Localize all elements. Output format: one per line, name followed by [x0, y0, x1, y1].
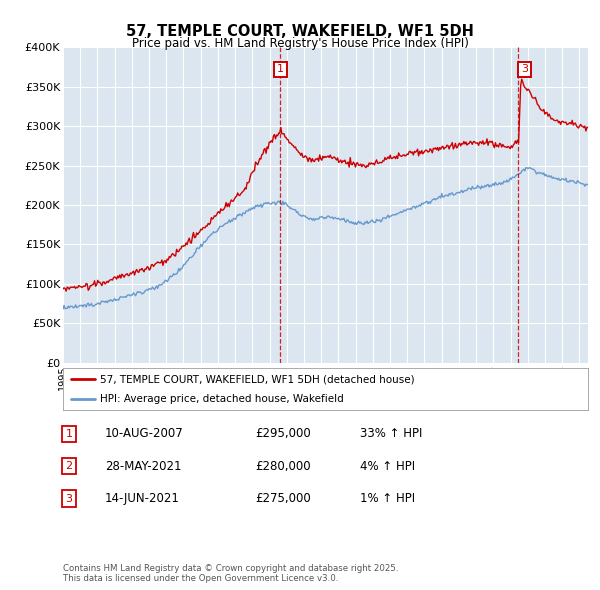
Text: 1: 1: [277, 64, 284, 74]
Text: 3: 3: [65, 494, 73, 503]
Text: 1% ↑ HPI: 1% ↑ HPI: [360, 492, 415, 505]
Text: 2: 2: [65, 461, 73, 471]
Text: £275,000: £275,000: [255, 492, 311, 505]
Text: 4% ↑ HPI: 4% ↑ HPI: [360, 460, 415, 473]
Text: 28-MAY-2021: 28-MAY-2021: [105, 460, 182, 473]
Text: 3: 3: [521, 64, 528, 74]
Text: Price paid vs. HM Land Registry's House Price Index (HPI): Price paid vs. HM Land Registry's House …: [131, 37, 469, 50]
Text: 57, TEMPLE COURT, WAKEFIELD, WF1 5DH: 57, TEMPLE COURT, WAKEFIELD, WF1 5DH: [126, 24, 474, 38]
Text: HPI: Average price, detached house, Wakefield: HPI: Average price, detached house, Wake…: [100, 395, 343, 404]
Text: £295,000: £295,000: [255, 427, 311, 440]
Text: 33% ↑ HPI: 33% ↑ HPI: [360, 427, 422, 440]
Text: 14-JUN-2021: 14-JUN-2021: [105, 492, 180, 505]
Text: 1: 1: [65, 429, 73, 438]
Text: Contains HM Land Registry data © Crown copyright and database right 2025.
This d: Contains HM Land Registry data © Crown c…: [63, 563, 398, 583]
Text: 57, TEMPLE COURT, WAKEFIELD, WF1 5DH (detached house): 57, TEMPLE COURT, WAKEFIELD, WF1 5DH (de…: [100, 375, 415, 385]
Text: £280,000: £280,000: [255, 460, 311, 473]
Text: 10-AUG-2007: 10-AUG-2007: [105, 427, 184, 440]
